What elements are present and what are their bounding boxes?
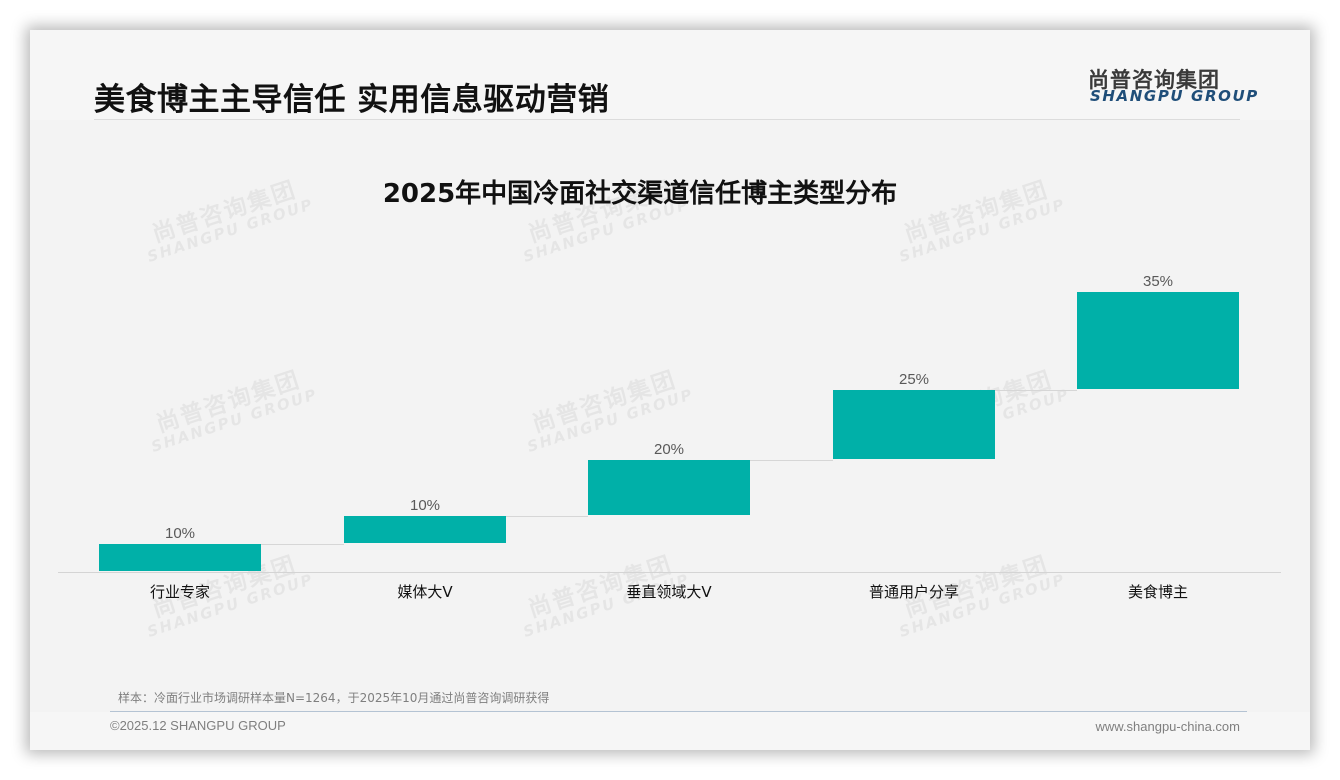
bar xyxy=(99,544,261,571)
sample-note: 样本：冷面行业市场调研样本量N=1264，于2025年10月通过尚普咨询调研获得 xyxy=(118,691,550,705)
bar xyxy=(833,390,995,459)
page-title: 美食博主主导信任 实用信息驱动营销 xyxy=(94,82,610,118)
header-divider xyxy=(94,119,1240,120)
bar xyxy=(588,460,750,515)
footer-band xyxy=(30,712,1310,750)
waterfall-chart: 10% 行业专家 10% 媒体大V 20% 垂直领域大V 25% 普通用户分享 35% 美食博主 xyxy=(30,30,1310,750)
bar-value-label: 35% xyxy=(1142,273,1174,290)
category-label: 美食博主 xyxy=(1127,583,1188,601)
company-logo-cn: 尚普咨询集团 xyxy=(1088,68,1220,92)
bar-value-label: 10% xyxy=(409,497,441,514)
category-label: 行业专家 xyxy=(149,583,210,601)
footer-divider xyxy=(110,711,1247,712)
header-band xyxy=(30,30,1310,120)
category-label: 媒体大V xyxy=(397,583,453,601)
slide: 尚普咨询集团 SHANGPU GROUP 尚普咨询集团 SHANGPU GROUP … xyxy=(30,30,1310,750)
website-link[interactable]: www.shangpu-china.com xyxy=(1095,719,1240,734)
category-label: 普通用户分享 xyxy=(868,583,959,601)
bar-value-label: 10% xyxy=(164,525,196,542)
connector-line xyxy=(506,516,588,517)
category-label: 垂直领域大V xyxy=(626,583,712,601)
connector-line xyxy=(261,544,344,545)
bar-value-label: 25% xyxy=(898,371,930,388)
chart-title: 2025年中国冷面社交渠道信任博主类型分布 xyxy=(382,179,898,209)
bar xyxy=(1077,292,1239,389)
bar-value-label: 20% xyxy=(653,441,685,458)
company-logo-en: SHANGPU GROUP xyxy=(1090,87,1259,105)
connector-line xyxy=(995,390,1077,391)
copyright: ©2025.12 SHANGPU GROUP xyxy=(110,718,286,733)
connector-line xyxy=(750,460,833,461)
bar xyxy=(344,516,506,543)
x-axis-line xyxy=(58,572,1281,573)
